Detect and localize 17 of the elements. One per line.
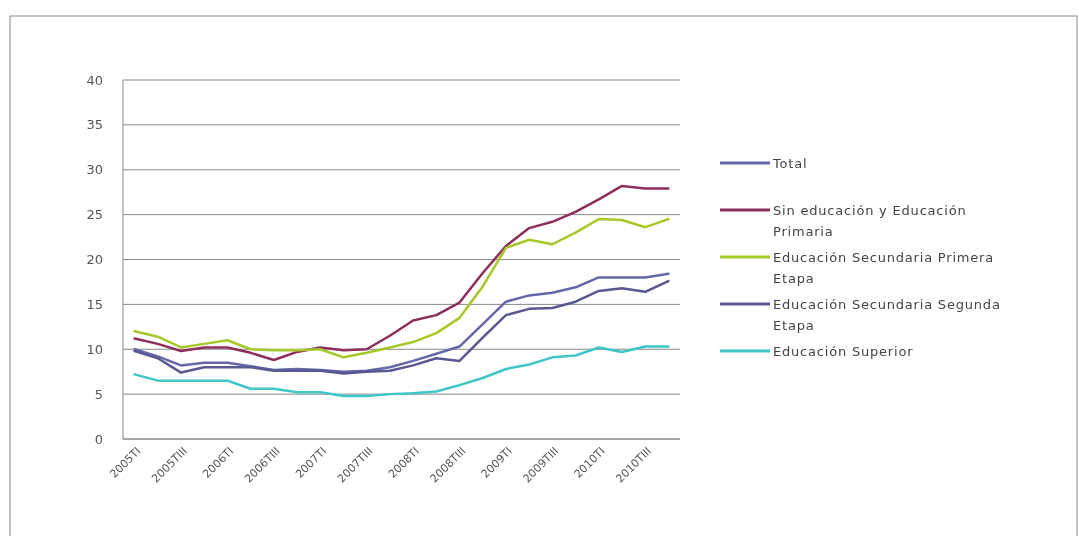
y-tick-label: 10 [86,341,103,357]
y-tick-label: 35 [86,117,103,133]
legend-label: Sin educación y Educación Primaria [773,202,967,239]
y-tick-label: 20 [86,252,103,268]
line-series [133,217,670,359]
y-tick-label: 25 [86,207,103,223]
legend-label: Educación Secundaria Segunda Etapa [773,296,1001,333]
y-tick-label: 40 [86,72,103,88]
y-tick-label: 15 [86,296,103,312]
legend-label: Educación Superior [773,343,914,359]
legend-label: Educación Secundaria Primera Etapa [773,249,994,286]
line-series [133,184,670,362]
y-tick-label: 0 [94,431,103,447]
legend-label: Total [772,155,808,171]
line-series [133,345,670,398]
y-tick-label: 5 [94,386,103,402]
y-tick-label: 30 [86,162,103,178]
